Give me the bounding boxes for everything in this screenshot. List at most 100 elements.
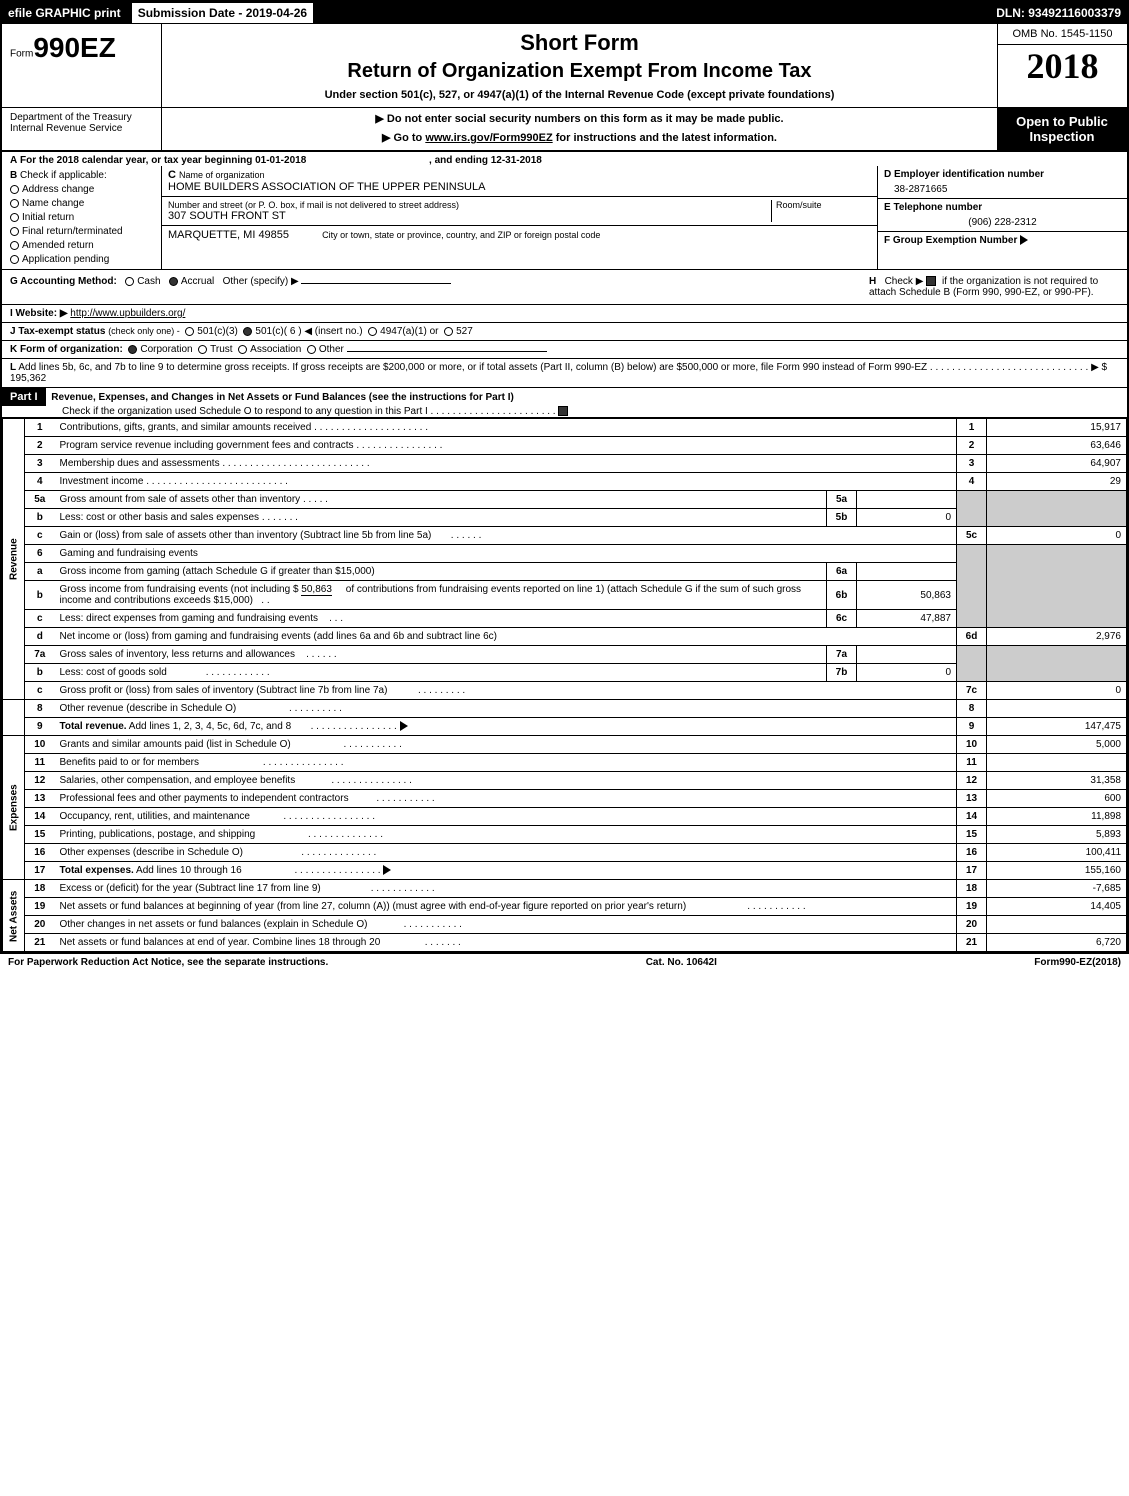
section-h-label: H [869, 276, 876, 287]
line-9-row: 9 Total revenue. Add lines 1, 2, 3, 4, 5… [3, 718, 1127, 736]
initial-return-label: Initial return [22, 212, 74, 223]
paperwork-notice: For Paperwork Reduction Act Notice, see … [8, 957, 328, 968]
grey-5v [987, 491, 1127, 527]
other-org-radio[interactable] [307, 345, 316, 354]
section-a-ending: , and ending 12-31-2018 [429, 155, 542, 166]
line16-tnum: 16 [957, 844, 987, 862]
line8-tval [987, 700, 1127, 718]
footer-row: For Paperwork Reduction Act Notice, see … [0, 954, 1129, 971]
amended-return-radio[interactable] [10, 241, 19, 250]
name-change-radio[interactable] [10, 199, 19, 208]
line-5a-row: 5a Gross amount from sale of assets othe… [3, 491, 1127, 509]
h-checkbox[interactable] [926, 276, 936, 286]
org-address: 307 SOUTH FRONT ST [168, 210, 771, 222]
line13-num: 13 [25, 790, 55, 808]
line10-tnum: 10 [957, 736, 987, 754]
website-url[interactable]: http://www.upbuilders.org/ [70, 308, 185, 319]
section-f-label: F Group Exemption Number [884, 235, 1017, 246]
line9-tnum: 9 [957, 718, 987, 736]
line14-tnum: 14 [957, 808, 987, 826]
line1-tval: 15,917 [987, 419, 1127, 437]
accrual-radio[interactable] [169, 277, 178, 286]
dots-l5a: . . . . . [300, 494, 328, 505]
line15-tval: 5,893 [987, 826, 1127, 844]
cat-number: Cat. No. 10642I [646, 957, 717, 968]
line12-num: 12 [25, 772, 55, 790]
org-addr-row: Number and street (or P. O. box, if mail… [162, 197, 877, 226]
line5b-snum: 5b [827, 509, 857, 527]
section-b-label: B [10, 170, 17, 181]
address-change-radio[interactable] [10, 185, 19, 194]
line6d-num: d [25, 628, 55, 646]
final-return-radio[interactable] [10, 227, 19, 236]
line5b-desc: Less: cost or other basis and sales expe… [60, 512, 260, 523]
corp-radio[interactable] [128, 345, 137, 354]
line18-desc: Excess or (deficit) for the year (Subtra… [60, 883, 321, 894]
line10-desc: Grants and similar amounts paid (list in… [60, 739, 291, 750]
dln-number: DLN: 93492116003379 [990, 3, 1127, 23]
arrow-icon [1020, 235, 1028, 245]
line7c-desc: Gross profit or (loss) from sales of inv… [60, 685, 388, 696]
line6-desc: Gaming and fundraising events [60, 548, 198, 559]
h-check-label: Check ▶ [885, 276, 924, 287]
ein-section: D Employer identification number 38-2871… [878, 166, 1127, 199]
line12-desc: Salaries, other compensation, and employ… [60, 775, 296, 786]
group-exemption-section: F Group Exemption Number [878, 232, 1127, 249]
line4-tnum: 4 [957, 473, 987, 491]
line6c-desc: Less: direct expenses from gaming and fu… [60, 613, 318, 624]
line4-num: 4 [25, 473, 55, 491]
grey-7v [987, 646, 1127, 682]
line-6-row: 6 Gaming and fundraising events [3, 545, 1127, 563]
501c-radio[interactable] [243, 327, 252, 336]
section-j-label: J Tax-exempt status [10, 326, 105, 337]
line13-tval: 600 [987, 790, 1127, 808]
line13-desc: Professional fees and other payments to … [60, 793, 349, 804]
line15-desc: Printing, publications, postage, and shi… [60, 829, 256, 840]
dots-l11: . . . . . . . . . . . . . . . [199, 757, 343, 768]
dots-l4: . . . . . . . . . . . . . . . . . . . . … [143, 476, 287, 487]
4947-radio[interactable] [368, 327, 377, 336]
501c3-radio[interactable] [185, 327, 194, 336]
app-pending-radio[interactable] [10, 255, 19, 264]
right-info-cell: D Employer identification number 38-2871… [877, 166, 1127, 269]
cash-radio[interactable] [125, 277, 134, 286]
accrual-label: Accrual [181, 276, 214, 287]
line17-tval: 155,160 [987, 862, 1127, 880]
part1-check-text: Check if the organization used Schedule … [62, 406, 428, 417]
part1-title: Revenue, Expenses, and Changes in Net As… [48, 389, 517, 406]
line11-tval [987, 754, 1127, 772]
line7a-num: 7a [25, 646, 55, 664]
dots-l6b: . . [253, 595, 270, 606]
trust-radio[interactable] [198, 345, 207, 354]
grey-5 [957, 491, 987, 527]
assoc-radio[interactable] [238, 345, 247, 354]
accounting-row: G Accounting Method: Cash Accrual Other … [2, 270, 1127, 305]
initial-return-radio[interactable] [10, 213, 19, 222]
header-row: Form990EZ Short Form Return of Organizat… [2, 24, 1127, 108]
line11-tnum: 11 [957, 754, 987, 772]
other-org-input[interactable] [347, 351, 547, 352]
line20-tval [987, 916, 1127, 934]
section-a-row: A For the 2018 calendar year, or tax yea… [2, 152, 1127, 166]
other-specify-input[interactable] [301, 283, 451, 284]
line-14-row: 14 Occupancy, rent, utilities, and maint… [3, 808, 1127, 826]
line6c-snum: 6c [827, 610, 857, 628]
line-7c-row: c Gross profit or (loss) from sales of i… [3, 682, 1127, 700]
name-change-label: Name change [22, 198, 84, 209]
line5c-desc: Gain or (loss) from sale of assets other… [60, 530, 432, 541]
line3-tnum: 3 [957, 455, 987, 473]
line-20-row: 20 Other changes in net assets or fund b… [3, 916, 1127, 934]
final-return-label: Final return/terminated [22, 226, 123, 237]
arrow-9 [400, 721, 408, 731]
line17-desc-rest: Add lines 10 through 16 [136, 865, 242, 876]
line2-tnum: 2 [957, 437, 987, 455]
527-radio[interactable] [444, 327, 453, 336]
irs-link[interactable]: www.irs.gov/Form990EZ [425, 132, 552, 144]
schedule-o-checkbox[interactable] [558, 406, 568, 416]
line8-num: 8 [25, 700, 55, 718]
grey-7 [957, 646, 987, 682]
line19-num: 19 [25, 898, 55, 916]
omb-number: OMB No. 1545-1150 [998, 24, 1127, 45]
line6a-num: a [25, 563, 55, 581]
dots-l21: . . . . . . . [380, 937, 461, 948]
